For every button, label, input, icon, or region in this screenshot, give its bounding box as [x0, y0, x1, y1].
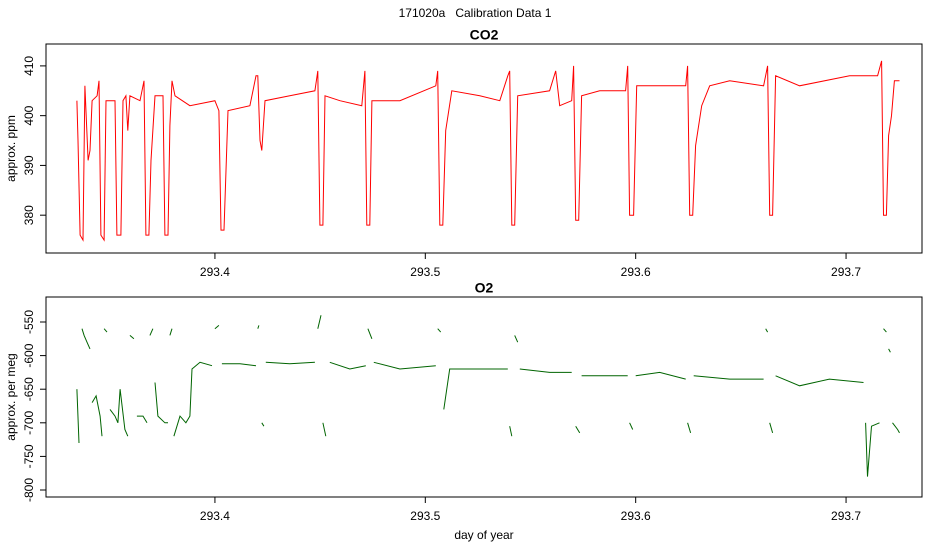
y-axis-label: approx. per meg	[4, 353, 18, 440]
panel-title: CO2	[470, 27, 499, 43]
y-tick-label: -700	[22, 410, 36, 434]
y-tick-label: 390	[22, 155, 36, 175]
y-tick-label: 410	[22, 56, 36, 76]
x-tick-label: 293.7	[831, 509, 861, 523]
x-tick-label: 293.4	[200, 265, 230, 279]
y-axis-label: approx. ppm	[4, 115, 18, 182]
x-tick-label: 293.4	[200, 509, 230, 523]
x-tick-label: 293.6	[621, 265, 651, 279]
x-tick-label: 293.5	[410, 265, 440, 279]
data-line	[76, 60, 900, 242]
x-axis-label: day of year	[454, 528, 513, 542]
x-tick-label: 293.6	[621, 509, 651, 523]
page-title: 171020a Calibration Data 1	[399, 6, 552, 20]
y-tick-label: 380	[22, 205, 36, 225]
y-tick-label: -550	[22, 310, 36, 334]
x-tick-label: 293.7	[831, 265, 861, 279]
y-tick-label: -650	[22, 377, 36, 401]
x-tick-label: 293.5	[410, 509, 440, 523]
panel-title: O2	[475, 280, 494, 296]
data-line	[76, 315, 900, 477]
plot-frame	[45, 43, 923, 254]
plot-frame	[45, 296, 923, 498]
y-tick-label: -750	[22, 444, 36, 468]
y-tick-label: 400	[22, 105, 36, 125]
y-tick-label: -600	[22, 343, 36, 367]
y-tick-label: -800	[22, 478, 36, 502]
